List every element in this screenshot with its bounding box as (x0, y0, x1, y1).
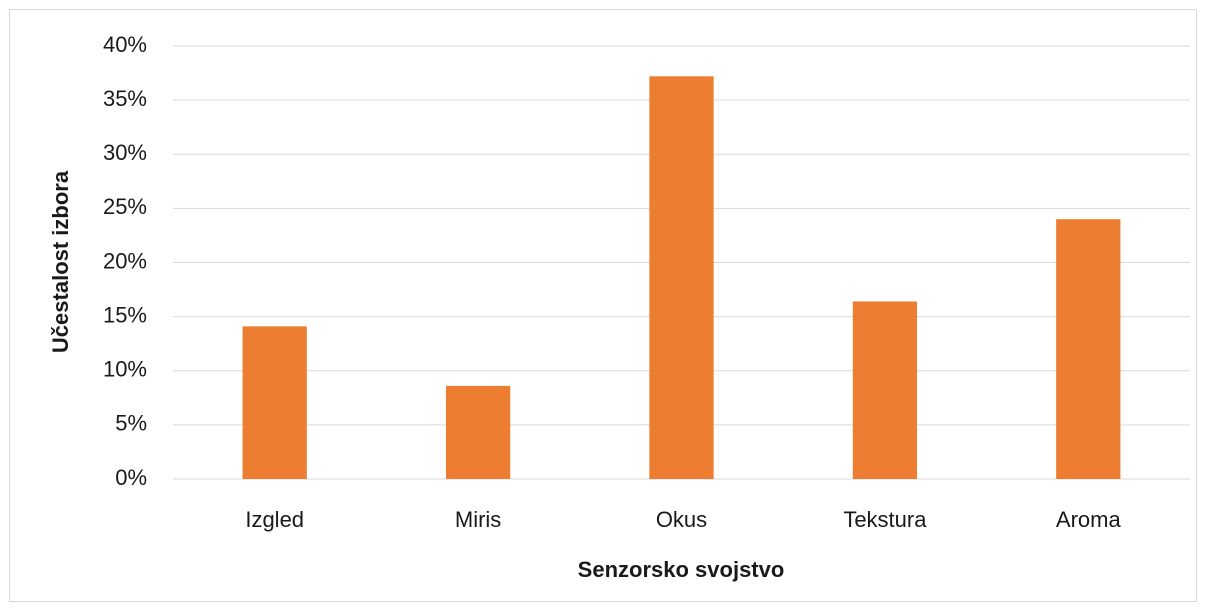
bar (649, 76, 714, 479)
x-tick-label: Miris (455, 507, 501, 532)
y-tick-label: 40% (103, 32, 147, 57)
y-tick-label: 5% (115, 411, 147, 436)
x-tick-label: Okus (656, 507, 707, 532)
bar (852, 301, 918, 479)
x-tick-label: Aroma (1056, 507, 1122, 532)
x-tick-label: Izgled (245, 507, 304, 532)
x-tick-label: Tekstura (843, 507, 927, 532)
y-axis-title: Učestalost izbora (48, 170, 73, 353)
y-tick-label: 15% (103, 302, 147, 327)
y-tick-label: 30% (103, 140, 147, 165)
bar (445, 385, 511, 479)
y-tick-label: 0% (115, 465, 147, 490)
bar (242, 326, 307, 479)
y-tick-label: 35% (103, 86, 147, 111)
y-tick-label: 10% (103, 357, 147, 382)
y-tick-label: 25% (103, 194, 147, 219)
x-axis-title: Senzorsko svojstvo (578, 557, 785, 582)
bar (1056, 219, 1121, 479)
y-tick-label: 20% (103, 248, 147, 273)
chart-border (9, 9, 1197, 602)
